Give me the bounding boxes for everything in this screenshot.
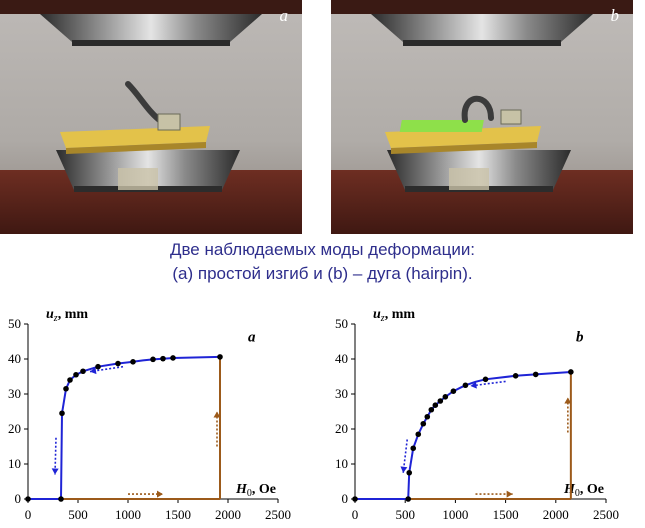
data-point	[63, 385, 69, 392]
x-tick-label: 1000	[442, 507, 468, 522]
data-point	[58, 496, 64, 502]
y-axis-label: uz, mm	[46, 307, 88, 324]
direction-arrowhead-blue	[90, 367, 97, 375]
x-tick-label: 500	[68, 507, 88, 522]
chart-a: 0 500 1000 1500 2000 2500 0 10 20 30 40 50 uz, mm H0,…	[0, 300, 320, 528]
data-point	[432, 402, 439, 408]
direction-arrow-blue	[402, 439, 409, 473]
direction-arrowhead-blue	[400, 466, 408, 473]
direction-arrowhead-brown	[213, 411, 221, 418]
data-point	[482, 376, 489, 383]
direction-arrowhead-brown	[157, 490, 163, 498]
direction-arrowhead-blue	[470, 381, 477, 389]
chart-b: 0 500 1000 1500 2000 2500 0 10 20 30 40 50 uz, mm H0,…	[322, 300, 645, 528]
y-tick-label: 40	[8, 351, 21, 366]
panel-label: b	[576, 330, 584, 346]
photo-panel-b: b	[331, 0, 633, 234]
data-point	[406, 469, 413, 476]
photo-panel-a: a	[0, 0, 302, 234]
direction-arrowhead-brown	[564, 397, 572, 404]
x-tick-label: 0	[352, 507, 359, 522]
x-axis-label: H0, Oe	[235, 482, 276, 499]
data-point	[568, 369, 574, 375]
panel-label: a	[248, 330, 256, 346]
y-tick-label: 50	[335, 316, 348, 331]
data-point	[217, 354, 223, 360]
data-point	[420, 420, 427, 427]
data-point	[437, 398, 444, 404]
data-point	[352, 496, 358, 502]
photo-label-b: b	[610, 6, 620, 25]
data-point	[73, 371, 79, 378]
x-tick-label: 2000	[215, 507, 241, 522]
direction-arrow-blue	[89, 365, 124, 373]
data-point	[67, 377, 73, 383]
data-point	[115, 360, 121, 367]
data-point	[130, 359, 136, 365]
y-tick-label: 20	[335, 421, 348, 436]
x-tick-label: 1500	[493, 507, 519, 522]
y-tick-label: 0	[15, 491, 22, 506]
data-point	[405, 496, 412, 502]
data-point	[442, 394, 449, 400]
data-point	[170, 355, 176, 361]
data-point	[424, 413, 431, 420]
data-point	[428, 406, 435, 413]
chart-a-svg: 0 500 1000 1500 2000 2500 0 10 20 30 40 50 uz, mm H0,…	[8, 307, 291, 522]
data-point	[59, 410, 65, 417]
direction-arrowhead-brown	[506, 490, 513, 498]
deflection-curve	[355, 371, 571, 500]
caption-line-1: Две наблюдаемых моды деформации:	[169, 240, 476, 259]
y-tick-label: 30	[8, 386, 21, 401]
data-point	[80, 368, 86, 375]
data-point	[410, 445, 417, 452]
data-point	[462, 382, 469, 389]
y-axis-label: uz, mm	[373, 307, 415, 324]
caption-line-2: (a) простой изгиб и (b) – дуга (hairpin)…	[172, 264, 473, 283]
data-point	[532, 371, 539, 378]
deflection-curve	[28, 355, 221, 500]
data-point	[25, 496, 31, 502]
x-tick-label: 1500	[165, 507, 191, 522]
y-tick-label: 0	[342, 491, 349, 506]
photo-a-illustration	[0, 0, 302, 234]
y-tick-label: 20	[8, 421, 21, 436]
data-point	[95, 363, 101, 370]
photo-label-a: a	[279, 6, 289, 25]
x-tick-label: 1000	[115, 507, 141, 522]
data-point	[150, 356, 156, 363]
x-tick-label: 500	[395, 507, 415, 522]
y-tick-label: 10	[8, 456, 21, 471]
photo-b-illustration	[331, 0, 633, 234]
y-tick-label: 30	[335, 386, 348, 401]
y-tick-label: 40	[335, 351, 348, 366]
y-tick-label: 10	[335, 456, 348, 471]
x-tick-label: 0	[25, 507, 32, 522]
y-tick-label: 50	[8, 316, 21, 331]
x-tick-label: 2500	[593, 507, 619, 522]
data-point	[415, 431, 422, 438]
x-axis-label: H0, Oe	[563, 482, 604, 499]
data-point	[160, 355, 166, 362]
data-point	[512, 373, 519, 379]
x-tick-label: 2500	[265, 507, 291, 522]
x-tick-label: 2000	[543, 507, 569, 522]
chart-b-svg: 0 500 1000 1500 2000 2500 0 10 20 30 40 50 uz, mm H0,…	[335, 307, 619, 522]
data-point	[450, 388, 457, 394]
direction-arrowhead-blue	[51, 468, 59, 475]
